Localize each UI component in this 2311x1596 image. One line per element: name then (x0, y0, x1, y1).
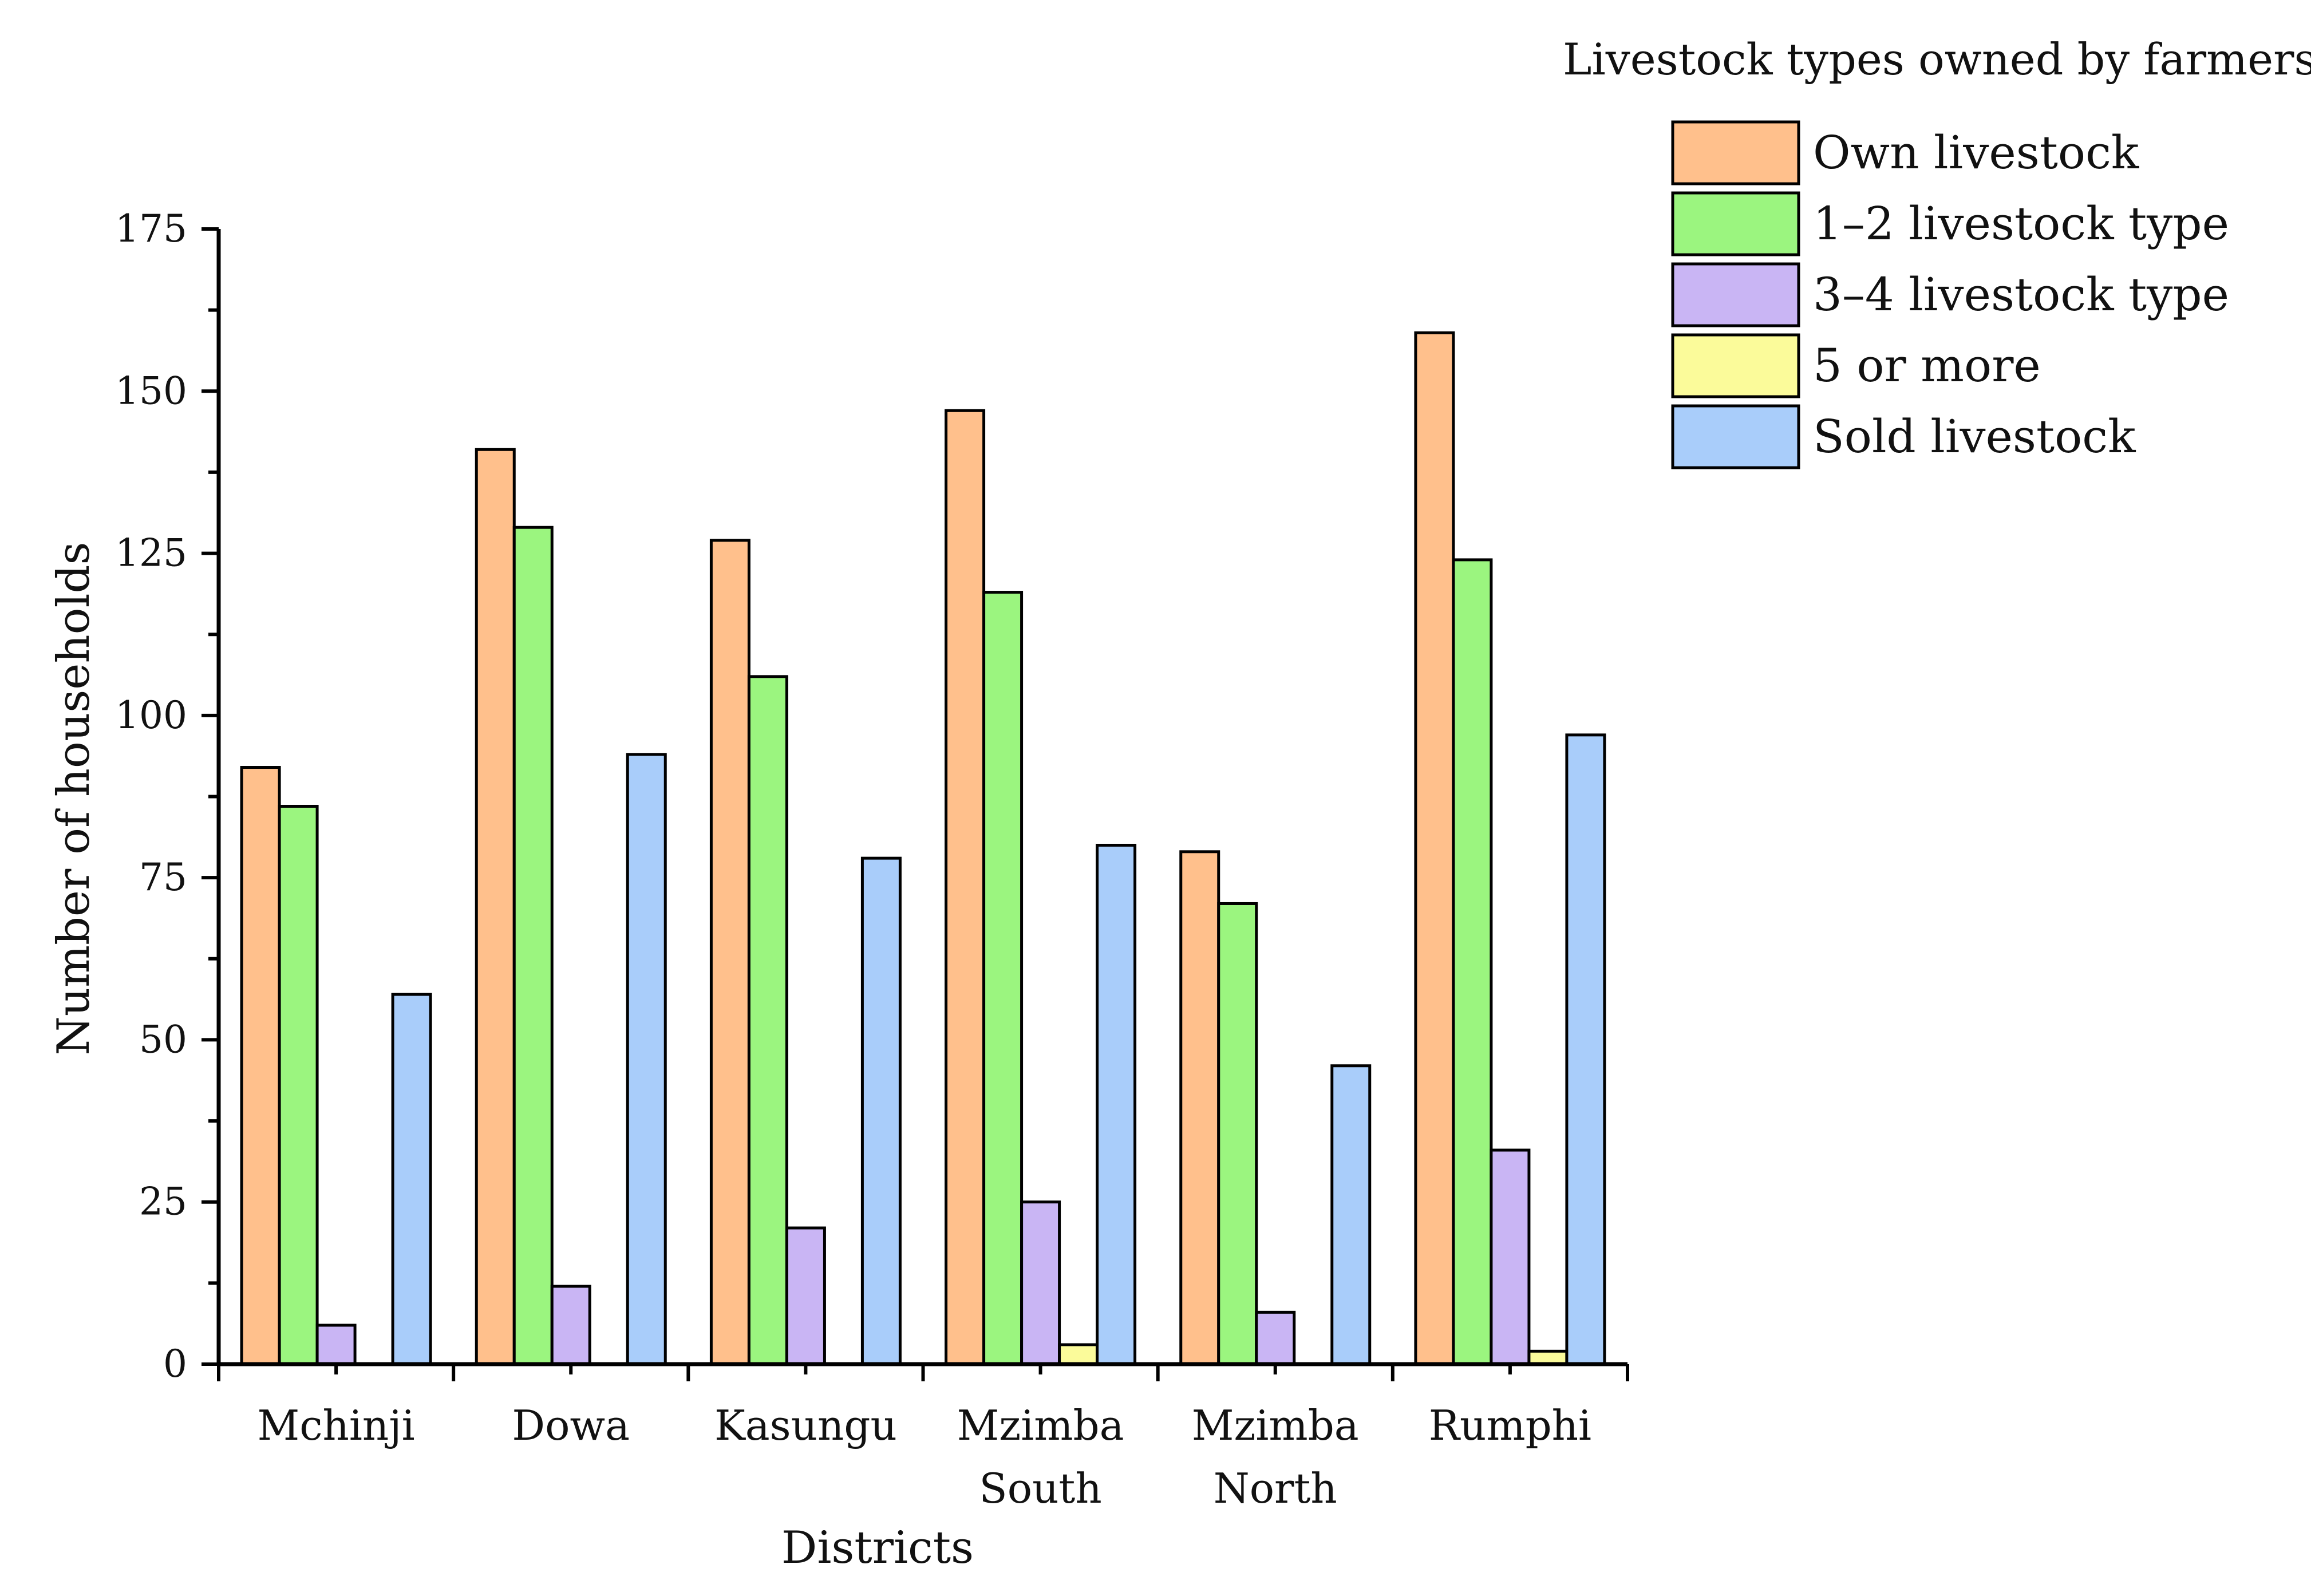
y-tick-label: 175 (115, 207, 187, 251)
bar (550, 1285, 591, 1366)
legend-label: 5 or more (1813, 339, 2041, 392)
y-axis-title: Number of households (48, 542, 100, 1056)
y-tick-label: 25 (139, 1180, 187, 1224)
x-tick-label: Dowa (512, 1401, 630, 1449)
legend-swatch (1671, 404, 1800, 469)
y-tick-label: 100 (115, 693, 187, 737)
legend-label: 1–2 livestock type (1813, 197, 2229, 250)
y-tick-label: 75 (139, 855, 187, 899)
bar (860, 856, 902, 1366)
bar (1565, 733, 1606, 1366)
bar (1096, 843, 1137, 1366)
bar (1490, 1148, 1531, 1366)
x-tick-label: North (1214, 1464, 1337, 1512)
x-ticks-group: Mchinji Dowa Kasungu Mzimba South Mzimba North… (217, 1364, 1629, 1512)
bar (512, 526, 554, 1366)
y-tick-label: 150 (115, 369, 187, 413)
x-axis-title: Districts (781, 1522, 974, 1574)
bar (240, 766, 281, 1366)
bar (747, 675, 788, 1366)
bar (278, 804, 319, 1366)
bars-group (240, 331, 1606, 1366)
x-tick-label: South (979, 1464, 1101, 1512)
bar (1217, 902, 1258, 1366)
bar (1179, 850, 1220, 1366)
bar (1414, 331, 1455, 1366)
bar (1330, 1064, 1372, 1366)
y-tick-label: 50 (139, 1017, 187, 1061)
bar (709, 539, 750, 1366)
bar (1020, 1200, 1061, 1366)
y-tick-label: 125 (115, 531, 187, 575)
legend-label: 3–4 livestock type (1813, 268, 2229, 321)
bar (1058, 1343, 1099, 1366)
y-ticks-group: 0 25 50 75 100 125 150 175 (115, 207, 219, 1386)
legend-swatch (1671, 262, 1800, 327)
bar (626, 753, 667, 1366)
x-tick-label: Mzimba (1192, 1401, 1359, 1449)
legend-swatch (1671, 120, 1800, 185)
legend-title: Livestock types owned by farmers (1563, 34, 2311, 85)
legend: Livestock types owned by farmers Own liv… (1563, 34, 2311, 469)
bar (785, 1226, 826, 1366)
x-tick-label: Rumphi (1429, 1401, 1591, 1449)
legend-swatch (1671, 191, 1800, 256)
bar (1452, 558, 1493, 1366)
legend-swatch (1671, 333, 1800, 398)
x-tick-label: Mchinji (257, 1401, 414, 1449)
x-tick-label: Kasungu (714, 1401, 897, 1449)
legend-items: Own livestock 1–2 livestock type 3–4 lives… (1671, 120, 2229, 469)
legend-label: Own livestock (1813, 126, 2140, 179)
bar (391, 993, 432, 1366)
y-tick-label: 0 (163, 1342, 187, 1386)
bar (475, 448, 516, 1366)
legend-label: Sold livestock (1813, 410, 2136, 463)
x-tick-label: Mzimba (957, 1401, 1124, 1449)
bar (945, 409, 986, 1366)
bar (315, 1324, 357, 1366)
bar (1255, 1310, 1296, 1366)
bar (982, 591, 1024, 1366)
